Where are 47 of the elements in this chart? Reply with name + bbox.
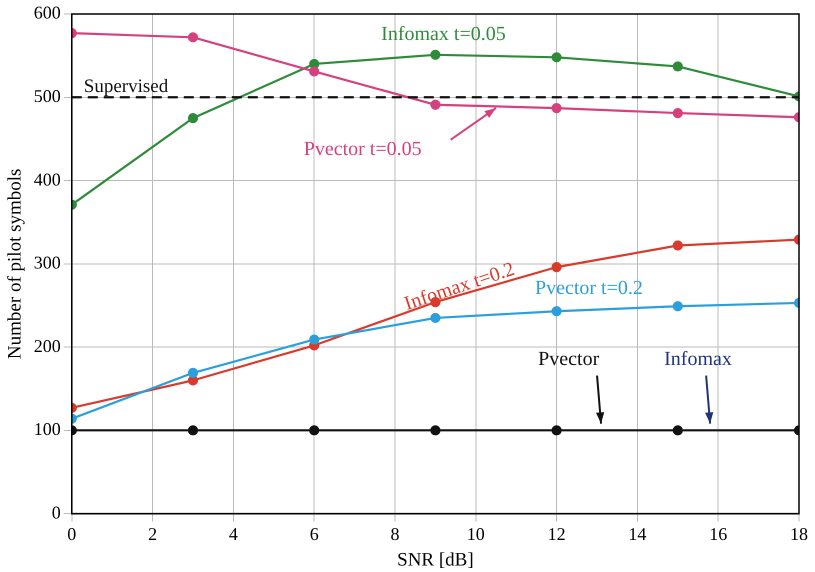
y-tick-label: 400	[34, 169, 61, 190]
point	[188, 32, 198, 42]
x-tick-label: 12	[548, 524, 566, 544]
point	[309, 425, 320, 436]
y-tick-label: 100	[34, 419, 61, 440]
y-tick-label: 500	[34, 86, 61, 106]
legend-label: Infomax	[664, 348, 732, 370]
point	[430, 50, 440, 60]
text: Infomax t=0.2	[402, 258, 518, 315]
point	[552, 52, 562, 62]
x-tick-label: 0	[67, 524, 76, 544]
point	[672, 425, 683, 436]
x-tick-label: 6	[310, 524, 319, 544]
point	[552, 102, 562, 114]
point	[672, 301, 683, 312]
x-tick-label: 2	[148, 524, 158, 544]
y-tick-label: 200	[34, 336, 61, 356]
text: Pvector	[538, 348, 600, 370]
point	[430, 425, 440, 436]
series-label: Infomax t=0.05	[381, 23, 506, 46]
x-tick-label: 8	[390, 524, 400, 544]
point	[188, 112, 198, 124]
y-axis-title: Number of pilot symbols	[4, 168, 26, 360]
point	[672, 108, 683, 118]
series-label: Pvector t=0.05	[304, 138, 422, 160]
point	[309, 334, 320, 345]
point	[552, 306, 562, 316]
x-tick-label: 16	[709, 524, 728, 544]
y-tick-label: 0	[52, 502, 61, 522]
y-tick-label: 300	[34, 252, 61, 273]
point	[188, 368, 198, 378]
x-tick-label: 10	[466, 524, 485, 544]
y-tick-label: 600	[34, 2, 61, 23]
series-label: Pvector t=0.2	[534, 277, 643, 300]
ref-line-label: Supervised	[84, 76, 169, 97]
point	[430, 312, 440, 324]
point	[552, 425, 562, 436]
x-tick-label: 4	[228, 524, 238, 544]
x-tick-label: 18	[790, 524, 808, 544]
point	[672, 61, 683, 72]
point	[430, 100, 440, 110]
point	[309, 66, 320, 77]
point	[188, 425, 198, 436]
x-axis-title: SNR [dB]	[397, 550, 474, 571]
point	[552, 262, 562, 272]
point	[672, 240, 683, 251]
x-tick-label: 14	[628, 524, 646, 544]
